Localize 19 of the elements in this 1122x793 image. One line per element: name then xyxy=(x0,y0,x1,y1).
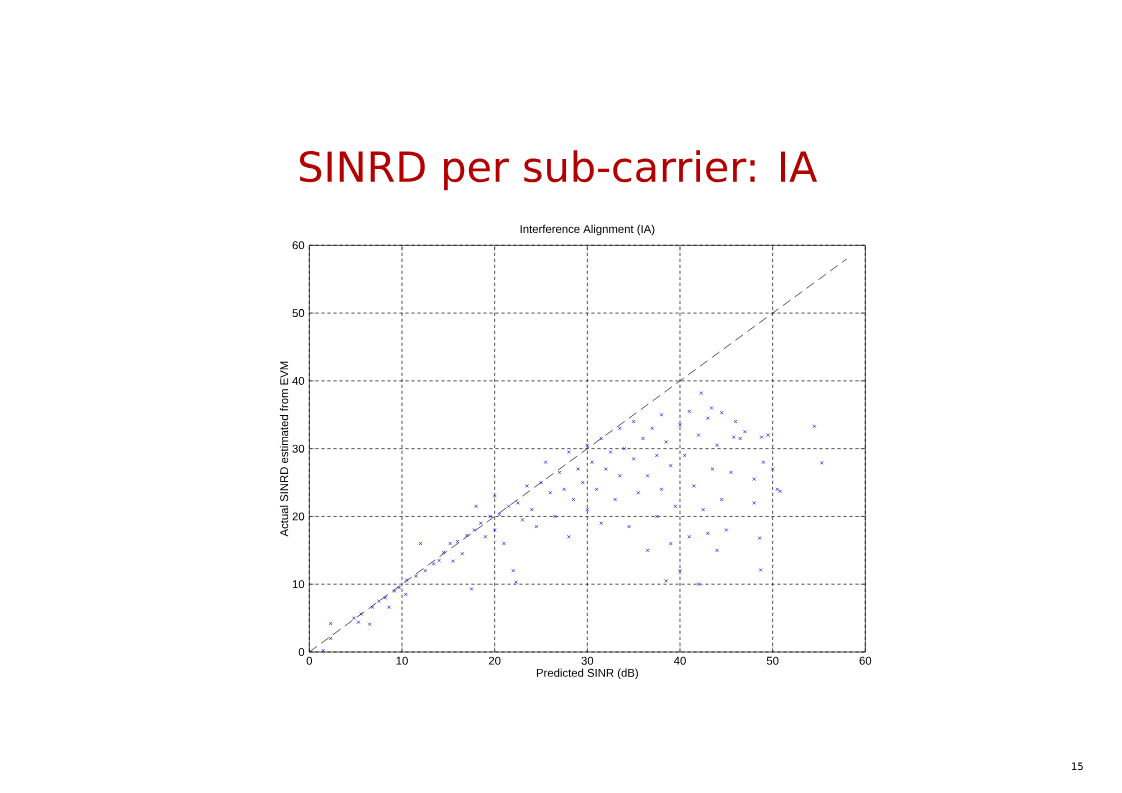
y-tick-label: 30 xyxy=(292,444,305,453)
chart-subtitle: Interference Alignment (IA) xyxy=(520,224,655,236)
y-tick-label: 40 xyxy=(292,376,305,385)
x-tick-label: 40 xyxy=(673,656,686,665)
x-tick-label: 50 xyxy=(766,656,779,665)
y-tick-label: 50 xyxy=(292,309,305,318)
y-tick-label: 10 xyxy=(292,580,305,589)
y-tick-label: 20 xyxy=(292,512,305,521)
x-tick-label: 30 xyxy=(581,656,594,665)
x-tick-label: 60 xyxy=(859,656,872,665)
x-axis-title: Predicted SINR (dB) xyxy=(536,668,638,680)
x-tick-label: 0 xyxy=(306,656,313,665)
y-tick-label: 0 xyxy=(298,647,305,656)
x-tick-label: 20 xyxy=(488,656,501,665)
chart-title: SINRD per sub-carrier: IA xyxy=(300,150,818,191)
x-tick-label: 10 xyxy=(396,656,408,665)
y-axis-title: Actual SINRD estimated from EVM xyxy=(279,361,289,537)
text: 15 xyxy=(1072,762,1083,771)
y-tick-label: 60 xyxy=(292,241,305,250)
